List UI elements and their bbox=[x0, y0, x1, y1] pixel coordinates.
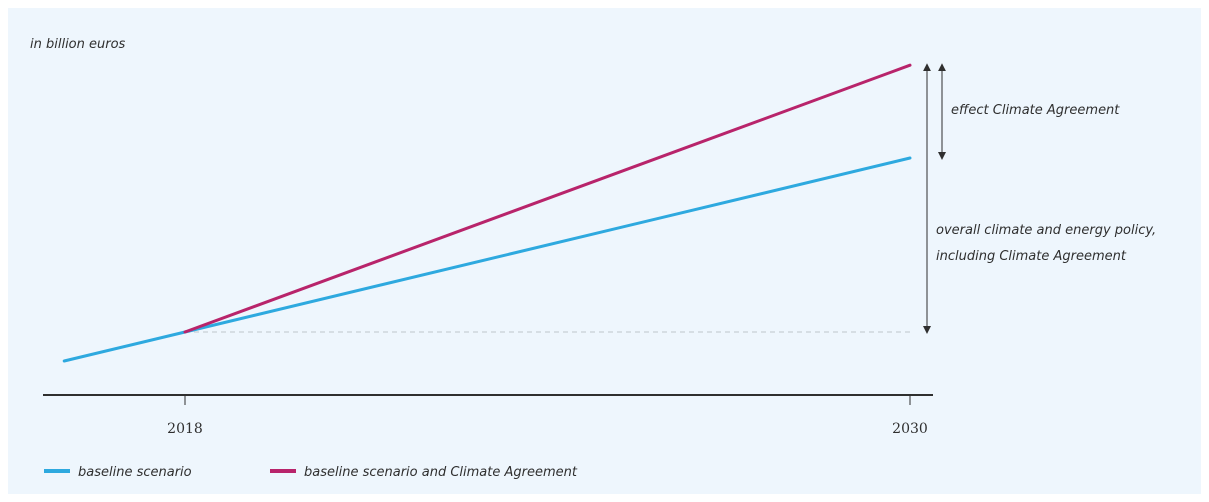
x-tick-label-2018: 2018 bbox=[167, 421, 203, 437]
unit-label: in billion euros bbox=[30, 37, 126, 52]
x-tick-label-2030: 2030 bbox=[892, 421, 928, 437]
line-chart: in billion euros 2018 2030 effect Climat… bbox=[30, 37, 1156, 480]
legend-label-baseline: baseline scenario bbox=[78, 465, 192, 480]
legend-label-climate: baseline scenario and Climate Agreement bbox=[304, 465, 578, 480]
chart-panel: in billion euros 2018 2030 effect Climat… bbox=[8, 8, 1201, 494]
annotation-overall-line1: overall climate and energy policy, bbox=[936, 223, 1156, 238]
annotation-effect: effect Climate Agreement bbox=[951, 103, 1120, 118]
climate-agreement-line bbox=[183, 63, 912, 334]
annotation-overall-line2: including Climate Agreement bbox=[936, 249, 1127, 264]
